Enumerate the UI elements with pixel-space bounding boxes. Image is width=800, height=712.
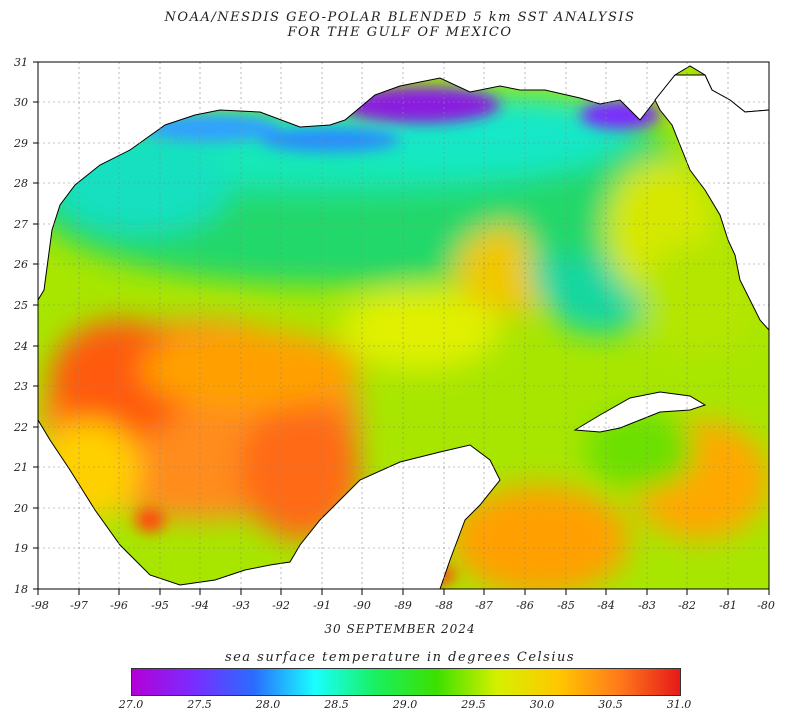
lon-label: -85 [557,599,575,612]
lat-label: 26 [13,258,28,271]
lat-tick-marks [33,61,38,590]
lon-label: -98 [31,599,49,612]
lon-labels: -98 -97 -96 -95 -94 -93 -92 -91 -90 -89 … [31,599,775,612]
colorbar-tick: 30.5 [598,698,623,711]
lat-label: 21 [13,461,28,474]
lon-label: -87 [475,599,493,612]
lon-label: -91 [313,599,331,612]
lat-label: 28 [13,177,28,190]
lat-label: 19 [14,542,28,555]
colorbar-tick-labels: 27.0 27.5 28.0 28.5 29.0 29.5 30.0 30.5 … [0,698,800,712]
colorbar-tick: 27.0 [118,698,144,711]
colorbar-tick: 31.0 [666,698,692,711]
lon-label: -92 [272,599,290,612]
lat-label: 20 [13,502,28,515]
sst-map: 31 30 29 28 27 26 25 24 23 22 21 20 19 1… [13,56,775,612]
colorbar-title: sea surface temperature in degrees Celsi… [224,650,576,665]
lat-label: 18 [14,583,28,596]
colorbar-tick: 28.0 [255,698,281,711]
lon-label: -94 [191,599,209,612]
colorbar-tick: 28.5 [324,698,349,711]
colorbar-tick: 27.5 [187,698,212,711]
land [38,62,769,589]
sst-field [38,62,769,589]
map-title: NOAA/NESDIS GEO-POLAR BLENDED 5 km SST A… [164,10,636,25]
map-subtitle: FOR THE GULF OF MEXICO [287,25,513,40]
lon-label: -83 [638,599,656,612]
lat-label: 29 [13,137,28,150]
lon-label: -86 [516,599,534,612]
lat-label: 30 [14,96,28,109]
lon-label: -81 [719,599,737,612]
colorbar-tick: 29.0 [392,698,418,711]
lat-labels: 31 30 29 28 27 26 25 24 23 22 21 20 19 1… [13,56,28,596]
lon-label: -89 [394,599,412,612]
lon-label: -95 [151,599,169,612]
lon-label: -84 [597,599,615,612]
lon-tick-marks [37,589,770,595]
lat-label: 31 [14,56,28,69]
lon-label: -90 [353,599,371,612]
lat-label: 27 [13,218,28,231]
lon-label: -88 [435,599,453,612]
lat-label: 22 [13,421,28,434]
lon-label: -93 [232,599,250,612]
lat-label: 25 [13,299,28,312]
lon-label: -96 [110,599,128,612]
lat-label: 24 [13,340,28,353]
colorbar [131,668,681,696]
analysis-date: 30 SEPTEMBER 2024 [324,622,476,636]
lon-label: -97 [70,599,88,612]
lon-label: -82 [678,599,696,612]
colorbar-tick: 29.5 [461,698,486,711]
lon-label: -80 [757,599,775,612]
graticule [38,62,769,589]
colorbar-tick: 30.0 [529,698,555,711]
lat-label: 23 [13,380,28,393]
